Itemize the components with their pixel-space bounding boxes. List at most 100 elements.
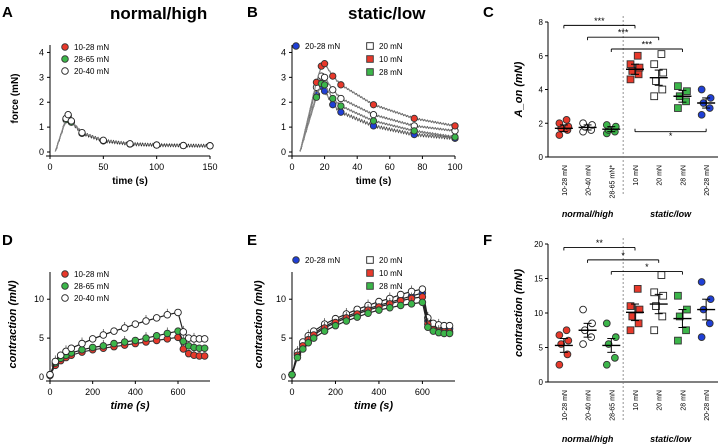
panel-letter-c: C xyxy=(483,4,494,21)
panel-letter-f: F xyxy=(483,232,492,249)
y-tick-label: 10 xyxy=(534,309,543,318)
y-tick-label: 15 xyxy=(534,275,543,284)
significance-label: ** xyxy=(596,238,604,248)
category-label: 20-28 mN xyxy=(704,390,711,421)
significance-label: *** xyxy=(618,28,629,38)
y-tick-label: 5 xyxy=(539,344,544,353)
data-point xyxy=(120,324,129,332)
data-point xyxy=(386,304,394,312)
data-point xyxy=(142,334,150,342)
data-point xyxy=(659,68,668,77)
data-point xyxy=(152,332,161,340)
group-label: static/low xyxy=(650,434,692,444)
legend-marker xyxy=(366,282,374,290)
category-label: 28 mN xyxy=(680,165,687,186)
x-tick-label: 150 xyxy=(202,162,217,172)
data-point xyxy=(410,127,418,135)
y-axis-label: A_on (mN) xyxy=(513,61,525,118)
y-axis-label: contraction (mN) xyxy=(253,280,265,368)
x-tick-label: 60 xyxy=(385,162,395,172)
legend-marker xyxy=(61,282,69,290)
y-tick-label: 0 xyxy=(539,153,544,162)
y-tick-label: 10 xyxy=(276,294,286,304)
data-point xyxy=(555,131,564,139)
data-point xyxy=(562,116,571,124)
data-point xyxy=(658,85,667,94)
y-tick-label: 2 xyxy=(539,119,544,128)
y-tick-label: 1 xyxy=(39,122,44,132)
legend-marker xyxy=(61,55,69,63)
data-point xyxy=(451,122,459,130)
data-point xyxy=(200,352,209,360)
data-point xyxy=(99,136,107,144)
data-point xyxy=(369,111,378,119)
x-axis-label: time (s) xyxy=(356,176,392,187)
data-point xyxy=(652,302,660,310)
data-point xyxy=(445,329,454,338)
y-tick-label: 5 xyxy=(39,333,44,343)
y-tick-label: 20 xyxy=(534,240,543,249)
category-label: 10-28 mN xyxy=(562,390,569,421)
x-tick-label: 80 xyxy=(417,162,427,172)
data-point xyxy=(650,60,659,69)
data-point xyxy=(697,85,706,94)
y-axis-label: contraction (mN) xyxy=(513,269,525,357)
panel-letter-b: B xyxy=(247,4,258,21)
y-axis-label: force (mN) xyxy=(10,73,21,123)
data-point xyxy=(337,108,345,116)
legend-label: 20 mN xyxy=(379,42,403,51)
y-tick-label: 0 xyxy=(39,147,44,157)
data-point xyxy=(418,298,427,307)
data-point xyxy=(445,321,454,330)
legend-label: 20 mN xyxy=(379,256,403,265)
data-point xyxy=(658,312,667,321)
legend-marker xyxy=(366,269,374,277)
legend-label: 28-65 mN xyxy=(74,282,109,291)
data-point xyxy=(674,336,682,345)
category-label: 20-28 mN xyxy=(704,165,711,196)
fit-line-20-28-mN xyxy=(299,85,456,152)
data-point xyxy=(67,344,76,352)
data-point xyxy=(418,285,427,293)
data-point xyxy=(602,121,611,129)
significance-label: *** xyxy=(594,16,605,26)
data-point xyxy=(683,87,691,96)
data-point xyxy=(626,75,635,84)
legend-label: 20-28 mN xyxy=(305,256,340,265)
data-point xyxy=(674,104,682,112)
data-point xyxy=(304,339,313,347)
data-point xyxy=(120,338,129,346)
x-tick-label: 40 xyxy=(352,162,362,172)
y-tick-label: 3 xyxy=(281,72,286,82)
x-tick-label: 400 xyxy=(371,387,386,397)
panel-e: 0 5 10 0 200 400 600 time (s) contraction (mN) 20… xyxy=(253,256,455,412)
data-point xyxy=(329,101,337,109)
category-label: 28-65 mN* xyxy=(609,165,616,199)
x-tick-label: 0 xyxy=(47,387,52,397)
y-tick-label: 0 xyxy=(281,147,286,157)
y-tick-label: 3 xyxy=(39,72,44,82)
data-point xyxy=(633,285,642,293)
chart-title: static/low xyxy=(348,4,426,23)
data-point xyxy=(555,119,564,128)
legend-marker xyxy=(61,294,69,302)
data-point xyxy=(697,110,706,119)
data-point xyxy=(46,370,54,379)
panel-f: 0 5 10 15 20 contraction (mN) 10-28 mN 20-40 mN… xyxy=(513,238,718,444)
data-point xyxy=(329,72,337,80)
data-point xyxy=(337,102,345,110)
data-point xyxy=(78,346,86,354)
data-point xyxy=(555,360,564,369)
x-axis-label: time (s) xyxy=(112,176,148,187)
data-point xyxy=(142,317,150,325)
category-label: 10 mN xyxy=(633,390,640,411)
legend-marker xyxy=(366,256,374,264)
x-tick-label: 20 xyxy=(320,162,330,172)
y-tick-label: 1 xyxy=(281,122,286,132)
significance-label: * xyxy=(645,262,649,272)
data-point xyxy=(579,305,587,314)
data-point xyxy=(697,333,706,342)
group-label: normal/high xyxy=(562,434,614,444)
data-point xyxy=(634,319,643,328)
x-axis-label: time (s) xyxy=(354,400,393,412)
